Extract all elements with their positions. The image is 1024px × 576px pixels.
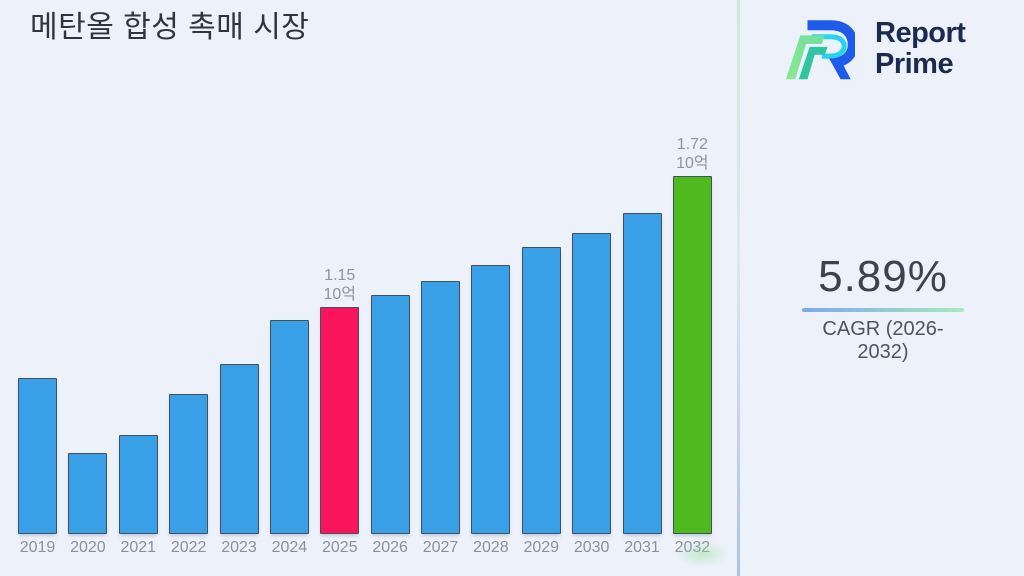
x-axis-label-2032: 2032 (675, 534, 711, 558)
x-axis-label-2021: 2021 (120, 539, 157, 556)
bar-chart: 2019 2020 2021 2022 2023 2024 1.15 10억 2025 2026 2… (18, 136, 712, 558)
panel-divider (737, 0, 740, 576)
bar-2030 (572, 233, 612, 534)
bar-column-2019: 2019 (18, 378, 57, 558)
watermark-smudge (664, 536, 740, 572)
bar-2022 (169, 394, 209, 534)
logo-blue-leg (829, 58, 851, 80)
x-axis-label-2019: 2019 (19, 539, 56, 556)
x-axis-label-2030: 2030 (573, 539, 610, 556)
bar-2027 (421, 281, 460, 534)
bar-column-2030: 2030 (572, 233, 612, 558)
logo-green-stem (785, 35, 825, 80)
bar-2020 (68, 453, 108, 534)
x-axis-label-2024: 2024 (271, 539, 308, 556)
bar-2026 (370, 295, 410, 534)
x-axis-label-2023: 2023 (221, 539, 257, 556)
bar-column-2031: 2031 (622, 213, 662, 558)
logo-blue-stripe (807, 20, 855, 68)
slide-title: 메탄올 합성 촉매 시장 (30, 11, 310, 44)
logo-cyan-stripe (811, 34, 847, 59)
bar-2028 (471, 265, 511, 534)
cagr-block: 5.89% CAGR (2026-2032) (800, 254, 966, 364)
x-axis-label-2029: 2029 (523, 539, 560, 556)
x-axis-label-2026: 2026 (372, 539, 408, 556)
x-axis-label-2020: 2020 (70, 539, 106, 556)
bar-2032 (672, 176, 712, 534)
x-axis-label-2022: 2022 (170, 539, 207, 556)
bar-column-2022: 2022 (169, 394, 209, 558)
bar-2023 (219, 364, 259, 534)
cagr-value: 5.89% (818, 252, 948, 301)
bar-column-2029: 2029 (521, 247, 561, 558)
bar-2029 (521, 247, 561, 534)
bar-column-2027: 2027 (421, 281, 460, 558)
bar-2019 (18, 378, 57, 534)
logo-word-report: Report (875, 17, 966, 49)
bar-2031 (622, 213, 662, 534)
bar-column-2021: 2021 (118, 435, 158, 558)
report-prime-logo-mark (785, 20, 855, 80)
bar-column-2026: 2026 (370, 295, 410, 558)
x-axis-label-2031: 2031 (624, 539, 660, 556)
bar-value-label-2032: 1.72 10억 (676, 136, 709, 172)
bar-2024 (269, 320, 309, 534)
cagr-caption: CAGR (2026-2032) (822, 318, 944, 363)
x-axis-label-2027: 2027 (422, 539, 459, 556)
logo-teal-stem (798, 46, 828, 80)
logo-word-prime: Prime (875, 48, 954, 80)
bar-column-2025: 1.15 10억 2025 (320, 266, 360, 558)
bar-value-label-2025: 1.15 10억 (323, 267, 357, 303)
bar-column-2024: 2024 (269, 320, 309, 558)
logo-wordmark: Report Prime (875, 17, 966, 80)
report-prime-logo: Report Prime (783, 8, 966, 90)
bar-2025 (320, 307, 360, 534)
bar-column-2028: 2028 (471, 265, 511, 558)
bar-column-2020: 2020 (68, 453, 108, 558)
cagr-underline (802, 308, 964, 312)
x-axis-label-2025: 2025 (321, 539, 358, 556)
x-axis-label-2028: 2028 (473, 539, 509, 556)
bar-column-2023: 2023 (219, 364, 259, 558)
bar-2021 (118, 435, 158, 534)
